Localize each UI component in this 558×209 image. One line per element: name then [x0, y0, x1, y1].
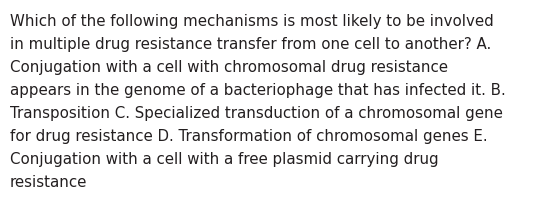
Text: Transposition C. Specialized transduction of a chromosomal gene: Transposition C. Specialized transductio… — [10, 106, 503, 121]
Text: appears in the genome of a bacteriophage that has infected it. B.: appears in the genome of a bacteriophage… — [10, 83, 506, 98]
Text: resistance: resistance — [10, 175, 88, 190]
Text: for drug resistance D. Transformation of chromosomal genes E.: for drug resistance D. Transformation of… — [10, 129, 488, 144]
Text: Conjugation with a cell with a free plasmid carrying drug: Conjugation with a cell with a free plas… — [10, 152, 439, 167]
Text: Which of the following mechanisms is most likely to be involved: Which of the following mechanisms is mos… — [10, 14, 494, 29]
Text: Conjugation with a cell with chromosomal drug resistance: Conjugation with a cell with chromosomal… — [10, 60, 448, 75]
Text: in multiple drug resistance transfer from one cell to another? A.: in multiple drug resistance transfer fro… — [10, 37, 491, 52]
